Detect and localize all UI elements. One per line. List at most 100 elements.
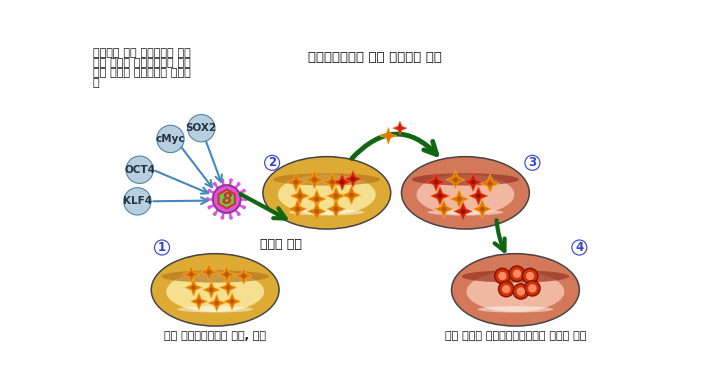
Circle shape	[457, 197, 462, 201]
Circle shape	[524, 280, 540, 296]
Circle shape	[242, 206, 246, 209]
Ellipse shape	[273, 173, 380, 186]
Circle shape	[453, 177, 458, 182]
Circle shape	[295, 207, 300, 212]
Polygon shape	[473, 200, 491, 218]
Ellipse shape	[162, 270, 269, 283]
Polygon shape	[220, 279, 237, 296]
Text: 유전자 도입: 유전자 도입	[259, 237, 302, 250]
Ellipse shape	[412, 173, 519, 186]
Circle shape	[264, 155, 280, 171]
Circle shape	[522, 268, 538, 284]
Text: 생쥐 피부섬유아세포 분리, 배양: 생쥐 피부섬유아세포 분리, 배양	[164, 332, 266, 342]
Ellipse shape	[452, 255, 579, 325]
Ellipse shape	[402, 158, 529, 228]
Circle shape	[525, 156, 539, 170]
Circle shape	[226, 285, 231, 290]
Circle shape	[224, 272, 229, 277]
Ellipse shape	[262, 156, 392, 230]
Text: 1: 1	[158, 241, 166, 254]
Polygon shape	[469, 187, 488, 205]
Text: 2: 2	[268, 156, 276, 169]
Polygon shape	[224, 293, 240, 310]
Polygon shape	[236, 267, 252, 285]
Ellipse shape	[264, 158, 390, 228]
Ellipse shape	[467, 271, 565, 312]
Polygon shape	[344, 171, 361, 188]
Ellipse shape	[401, 156, 530, 230]
Text: 는데 필요한 전사인자들의 유전: 는데 필요한 전사인자들의 유전	[93, 58, 191, 68]
Polygon shape	[380, 128, 397, 144]
Circle shape	[205, 197, 209, 201]
Circle shape	[512, 270, 521, 278]
Text: 다: 다	[93, 78, 99, 88]
Circle shape	[244, 197, 248, 201]
Text: SOX2: SOX2	[186, 123, 217, 133]
Circle shape	[127, 157, 153, 183]
Circle shape	[349, 193, 354, 198]
Circle shape	[524, 155, 541, 171]
Circle shape	[207, 189, 212, 193]
Polygon shape	[203, 281, 220, 298]
Text: 4: 4	[575, 241, 583, 254]
Circle shape	[188, 115, 214, 141]
Circle shape	[438, 194, 442, 198]
Text: 자를 레트로 바이러스에 삽입한: 자를 레트로 바이러스에 삽입한	[93, 68, 191, 78]
Polygon shape	[288, 200, 307, 218]
Text: 만능성을 지닌 줄기세포로 바꾸: 만능성을 지닌 줄기세포로 바꾸	[93, 48, 191, 58]
Circle shape	[213, 182, 217, 186]
Circle shape	[237, 182, 240, 186]
Circle shape	[471, 180, 475, 184]
Ellipse shape	[150, 253, 280, 327]
Polygon shape	[307, 202, 326, 220]
Polygon shape	[481, 174, 499, 193]
Polygon shape	[342, 186, 361, 204]
Circle shape	[517, 287, 525, 296]
Circle shape	[157, 126, 183, 152]
Circle shape	[441, 207, 446, 212]
Circle shape	[495, 268, 510, 284]
Polygon shape	[464, 173, 482, 191]
FancyArrowPatch shape	[155, 171, 208, 194]
Circle shape	[230, 299, 234, 304]
Circle shape	[125, 156, 154, 184]
Circle shape	[314, 209, 319, 214]
Circle shape	[513, 284, 529, 299]
Circle shape	[528, 284, 536, 292]
Circle shape	[241, 274, 246, 278]
Circle shape	[312, 177, 317, 182]
Circle shape	[297, 194, 302, 198]
FancyArrowPatch shape	[495, 220, 505, 251]
Circle shape	[123, 187, 152, 216]
Circle shape	[265, 156, 279, 170]
Circle shape	[572, 241, 586, 255]
Circle shape	[351, 177, 355, 181]
Circle shape	[330, 180, 335, 184]
Circle shape	[242, 189, 246, 193]
Circle shape	[221, 216, 224, 220]
Circle shape	[207, 270, 211, 274]
Circle shape	[156, 125, 185, 153]
Polygon shape	[334, 174, 351, 190]
Ellipse shape	[166, 271, 264, 312]
Ellipse shape	[451, 253, 580, 327]
Polygon shape	[185, 279, 202, 296]
Circle shape	[526, 272, 534, 280]
Circle shape	[480, 207, 484, 212]
Circle shape	[334, 207, 338, 212]
Polygon shape	[218, 266, 236, 283]
Circle shape	[476, 194, 481, 198]
Ellipse shape	[477, 306, 553, 312]
Circle shape	[509, 266, 524, 281]
Text: 3: 3	[529, 156, 536, 169]
Ellipse shape	[152, 255, 278, 325]
Circle shape	[191, 285, 195, 290]
Text: KLF4: KLF4	[123, 196, 152, 206]
Ellipse shape	[278, 174, 375, 215]
Polygon shape	[305, 171, 323, 189]
Polygon shape	[208, 294, 225, 311]
Circle shape	[189, 272, 193, 277]
Circle shape	[213, 212, 217, 216]
Polygon shape	[446, 171, 465, 189]
Circle shape	[434, 180, 439, 184]
